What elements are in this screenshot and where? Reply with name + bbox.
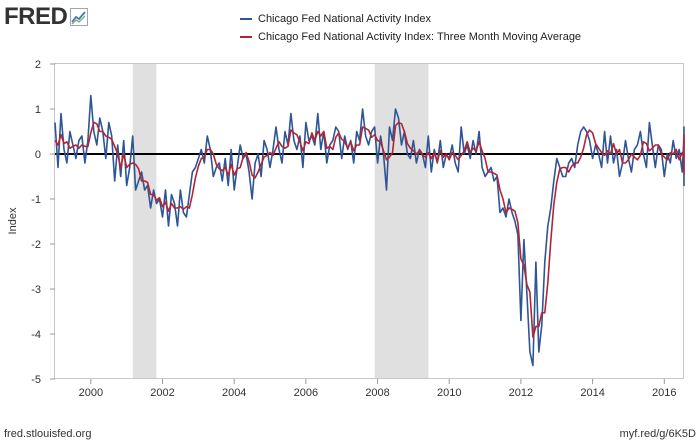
y-tick-label: 2	[35, 59, 41, 71]
legend-swatch-series-2	[240, 36, 252, 38]
legend-item-series-1[interactable]: Chicago Fed National Activity Index	[240, 10, 581, 28]
x-tick-label: 2014	[580, 387, 604, 399]
header: FRED Chicago Fed National Activity Index…	[0, 0, 700, 56]
short-link[interactable]: myf.red/g/6K5D	[619, 428, 696, 440]
x-tick-label: 2016	[652, 387, 676, 399]
x-tick-label: 2010	[437, 387, 461, 399]
y-tick-label: -5	[31, 374, 41, 386]
legend-label-series-1: Chicago Fed National Activity Index	[258, 13, 432, 25]
chart-line-icon	[70, 8, 89, 26]
legend: Chicago Fed National Activity Index Chic…	[240, 10, 581, 46]
series-lines	[54, 94, 685, 367]
x-tick-label: 2008	[365, 387, 389, 399]
legend-label-series-2: Chicago Fed National Activity Index: Thr…	[258, 31, 582, 43]
fred-logo-text: FRED	[4, 3, 68, 30]
x-axis: 2000 2002 2004 2006 2008 2010 2012 2014 2016	[79, 379, 677, 399]
x-tick-label: 2012	[509, 387, 533, 399]
x-tick-label: 2006	[294, 387, 318, 399]
series-line-2	[54, 121, 685, 339]
x-tick-label: 2004	[222, 387, 246, 399]
legend-swatch-series-1	[240, 18, 252, 20]
series-line-1	[54, 94, 685, 367]
y-tick-label: -1	[31, 194, 41, 206]
y-tick-label: 1	[35, 104, 41, 116]
y-tick-label: 0	[35, 149, 41, 161]
plot-area-border	[54, 63, 684, 379]
x-tick-label: 2000	[79, 387, 103, 399]
y-tick-label: -2	[31, 239, 41, 251]
y-axis: 2 1 0 -1 -2 -3 -4 -5	[31, 59, 55, 386]
recession-shading	[132, 64, 429, 379]
legend-item-series-2[interactable]: Chicago Fed National Activity Index: Thr…	[240, 28, 581, 46]
fred-logo[interactable]: FRED	[4, 3, 89, 30]
y-axis-title: Index	[7, 207, 19, 234]
y-tick-label: -4	[31, 329, 41, 341]
recession-band-1	[132, 64, 157, 379]
recession-band-2	[374, 64, 429, 379]
x-tick-label: 2002	[150, 387, 174, 399]
y-tick-label: -3	[31, 284, 41, 296]
source-link[interactable]: fred.stlouisfed.org	[4, 428, 92, 440]
